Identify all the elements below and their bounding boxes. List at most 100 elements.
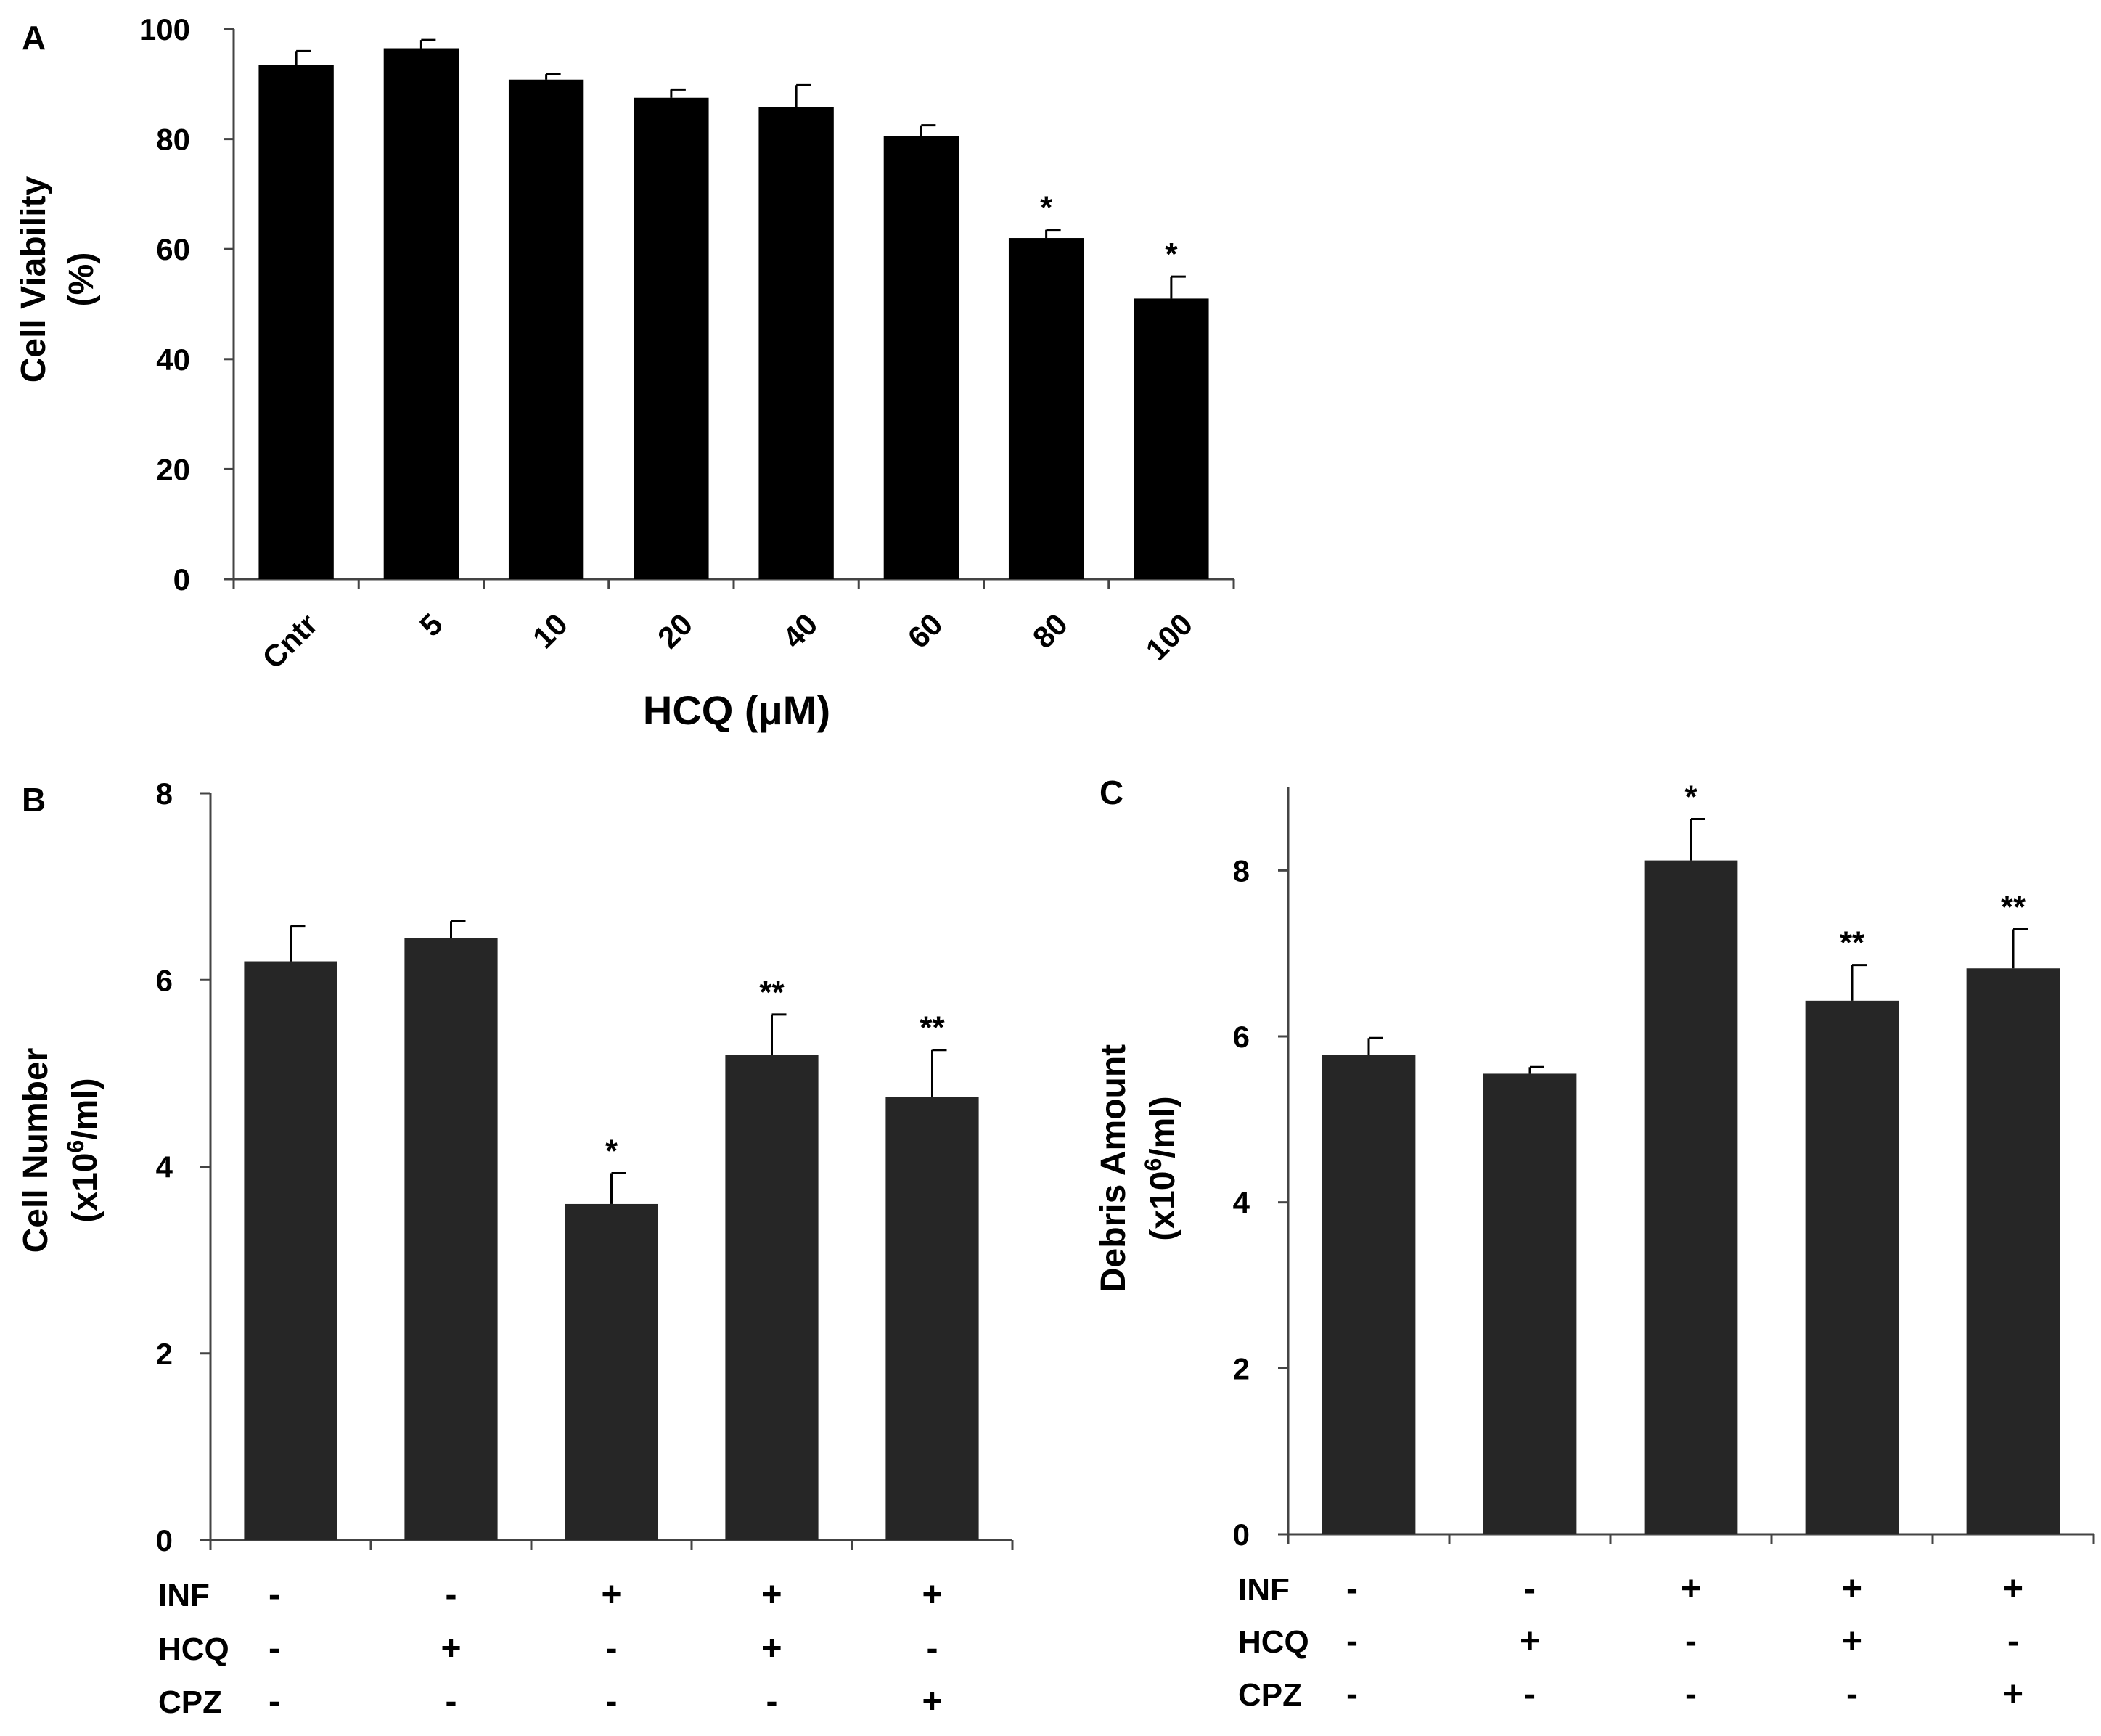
panel-b-treatment-sign: - bbox=[269, 1682, 280, 1721]
panel-c-ylabel-line1: Debris Amount bbox=[1094, 1044, 1133, 1293]
panel-a-x-tick-label: 10 bbox=[526, 607, 574, 655]
panel-b-treatment-sign: + bbox=[761, 1576, 782, 1614]
panel-c-y-tick-label: 4 bbox=[1233, 1186, 1250, 1220]
panel-a-x-tick-label: 20 bbox=[651, 607, 699, 655]
panel-b-treatment-sign: + bbox=[922, 1682, 942, 1721]
panel-b-treatment-name: HCQ bbox=[158, 1631, 229, 1667]
panel-b-treatment-sign: - bbox=[446, 1682, 457, 1721]
panel-a-ylabel-line2: (%) bbox=[62, 253, 101, 307]
panel-b-y-tick-label: 6 bbox=[156, 963, 173, 997]
panel-a-bar bbox=[634, 97, 709, 579]
panel-a-x-tick-label: 100 bbox=[1139, 607, 1199, 667]
panel-a-xlabel: HCQ (μM) bbox=[643, 687, 830, 733]
panel-c-bar bbox=[1966, 968, 2060, 1534]
panel-a-y-tick-label: 100 bbox=[139, 12, 190, 46]
panel-b-bar bbox=[725, 1055, 819, 1540]
panel-b-y-tick-label: 4 bbox=[156, 1150, 173, 1184]
panel-a-y-tick-label: 60 bbox=[156, 232, 190, 266]
panel-c-bars: ***** bbox=[1322, 779, 2060, 1534]
panel-c-treatment-name: INF bbox=[1238, 1572, 1290, 1608]
panel-c-treatment-sign: - bbox=[1524, 1570, 1536, 1608]
panel-b-y-tick-label: 2 bbox=[156, 1337, 173, 1371]
panel-b-treatment-name: INF bbox=[158, 1578, 210, 1613]
panel-c-significance: ** bbox=[2001, 890, 2026, 925]
panel-a-x-tick-label: Cntr bbox=[255, 607, 324, 675]
panel-c-treatment-sign: + bbox=[1520, 1622, 1540, 1661]
panel-b-treatment-sign: + bbox=[441, 1629, 461, 1668]
panel-b-significance: * bbox=[605, 1134, 618, 1169]
panel-b-axes: 0 2 4 6 8 bbox=[156, 777, 1014, 1557]
panel-a-bar bbox=[758, 107, 834, 580]
panel-a-bar bbox=[1134, 298, 1209, 579]
panel-b-ylabel-line2: (x106/ml) bbox=[62, 1078, 105, 1222]
panel-c-treatment-sign: - bbox=[2007, 1622, 2019, 1661]
panel-c-treatment-sign: - bbox=[1685, 1675, 1697, 1714]
panel-b-treatment-sign: - bbox=[606, 1682, 618, 1721]
panel-a-bar bbox=[258, 65, 334, 579]
panel-c-bar bbox=[1483, 1073, 1577, 1534]
panel-b-treatment-sign: + bbox=[922, 1576, 942, 1614]
panel-a-y-tick-label: 40 bbox=[156, 343, 190, 377]
panel-a-bar bbox=[383, 48, 459, 579]
panel-c-treatment-sign: + bbox=[1681, 1570, 1701, 1608]
panel-a-ylabel-line1: Cell Viability bbox=[15, 176, 53, 382]
panel-b-ylabel-exponent: 6 bbox=[62, 1140, 89, 1153]
panel-c-treatment-sign: + bbox=[2003, 1570, 2023, 1608]
panel-c-treatment-sign: - bbox=[1346, 1622, 1358, 1661]
panel-c-y-tick-label: 6 bbox=[1233, 1020, 1250, 1054]
panel-a-x-tick-label: 5 bbox=[413, 607, 449, 643]
panel-b-treatment-sign: - bbox=[446, 1576, 457, 1614]
panel-c-y-tick-label: 2 bbox=[1233, 1351, 1250, 1385]
panel-b-treatment-sign: + bbox=[601, 1576, 621, 1614]
panel-c-treatment-sign: + bbox=[1842, 1570, 1862, 1608]
panel-a: A 0 20 40 60 80 100 Cntr 5 10 20 40 60 * 80 * 100 Cell… bbox=[15, 12, 1235, 733]
panel-c-ylabel-unit-b: /ml) bbox=[1144, 1096, 1182, 1158]
panel-b-y-tick-label: 0 bbox=[156, 1523, 173, 1557]
panel-c-y-tick-label: 0 bbox=[1233, 1518, 1250, 1552]
panel-b-bar bbox=[565, 1203, 658, 1540]
panel-c-significance: * bbox=[1684, 779, 1697, 814]
panel-c-axes: 0 2 4 6 8 bbox=[1233, 787, 2095, 1552]
panel-c-ylabel-exponent: 6 bbox=[1140, 1158, 1166, 1171]
panel-a-y-tick-label: 0 bbox=[173, 562, 190, 597]
panel-b-bars: ***** bbox=[244, 920, 979, 1540]
panel-a-significance: * bbox=[1165, 237, 1178, 272]
panel-c-treatment-sign: + bbox=[1842, 1622, 1862, 1661]
panel-a-x-tick-label: 40 bbox=[776, 607, 824, 655]
panel-c-ylabel: Debris Amount (x106/ml) bbox=[1094, 1044, 1182, 1293]
panel-b-treatment-sign: - bbox=[766, 1682, 778, 1721]
panel-a-x-tick-label: 60 bbox=[901, 607, 949, 655]
panel-c-treatment-sign: + bbox=[2003, 1675, 2023, 1714]
panel-b-treatment-sign: - bbox=[269, 1629, 280, 1668]
panel-b-y-tick-label: 8 bbox=[156, 777, 173, 811]
panel-b-label: B bbox=[22, 781, 46, 819]
panel-c-significance: ** bbox=[1840, 925, 1865, 961]
panel-c-treatment-sign: - bbox=[1846, 1675, 1858, 1714]
panel-b-treatment-table: INF - - + + + HCQ - + - + - CPZ - - - - + bbox=[158, 1576, 943, 1721]
panel-c-treatment-table: INF - - + + + HCQ - + - + - CPZ - - - - + bbox=[1238, 1570, 2023, 1714]
panel-a-bar bbox=[508, 79, 584, 579]
panel-b-ylabel-unit-a: (x10 bbox=[66, 1153, 105, 1223]
panel-b-ylabel: Cell Number (x106/ml) bbox=[17, 1048, 105, 1253]
panel-c-treatment-sign: - bbox=[1524, 1675, 1536, 1714]
panel-c-treatment-name: HCQ bbox=[1238, 1624, 1309, 1660]
panel-c-bar bbox=[1644, 860, 1738, 1534]
panel-a-y-tick-label: 20 bbox=[156, 452, 190, 486]
panel-c-bar bbox=[1805, 1000, 1899, 1534]
panel-b-treatment-name: CPZ bbox=[158, 1684, 222, 1720]
panel-b-treatment-sign: + bbox=[761, 1629, 782, 1668]
panel-c-ylabel-unit-a: (x10 bbox=[1144, 1171, 1182, 1241]
panel-b-significance: ** bbox=[920, 1010, 945, 1046]
panel-c-treatment-sign: - bbox=[1346, 1675, 1358, 1714]
panel-a-significance: * bbox=[1040, 190, 1053, 226]
panel-c-bar bbox=[1322, 1055, 1416, 1534]
panel-a-bar bbox=[883, 136, 959, 579]
panel-b-bar bbox=[885, 1097, 979, 1540]
panel-b-treatment-sign: - bbox=[269, 1576, 280, 1614]
panel-c-y-tick-label: 8 bbox=[1233, 853, 1250, 888]
panel-c-treatment-name: CPZ bbox=[1238, 1677, 1302, 1713]
panel-b-ylabel-unit-b: /ml) bbox=[66, 1078, 105, 1139]
panel-b-significance: ** bbox=[759, 975, 785, 1010]
